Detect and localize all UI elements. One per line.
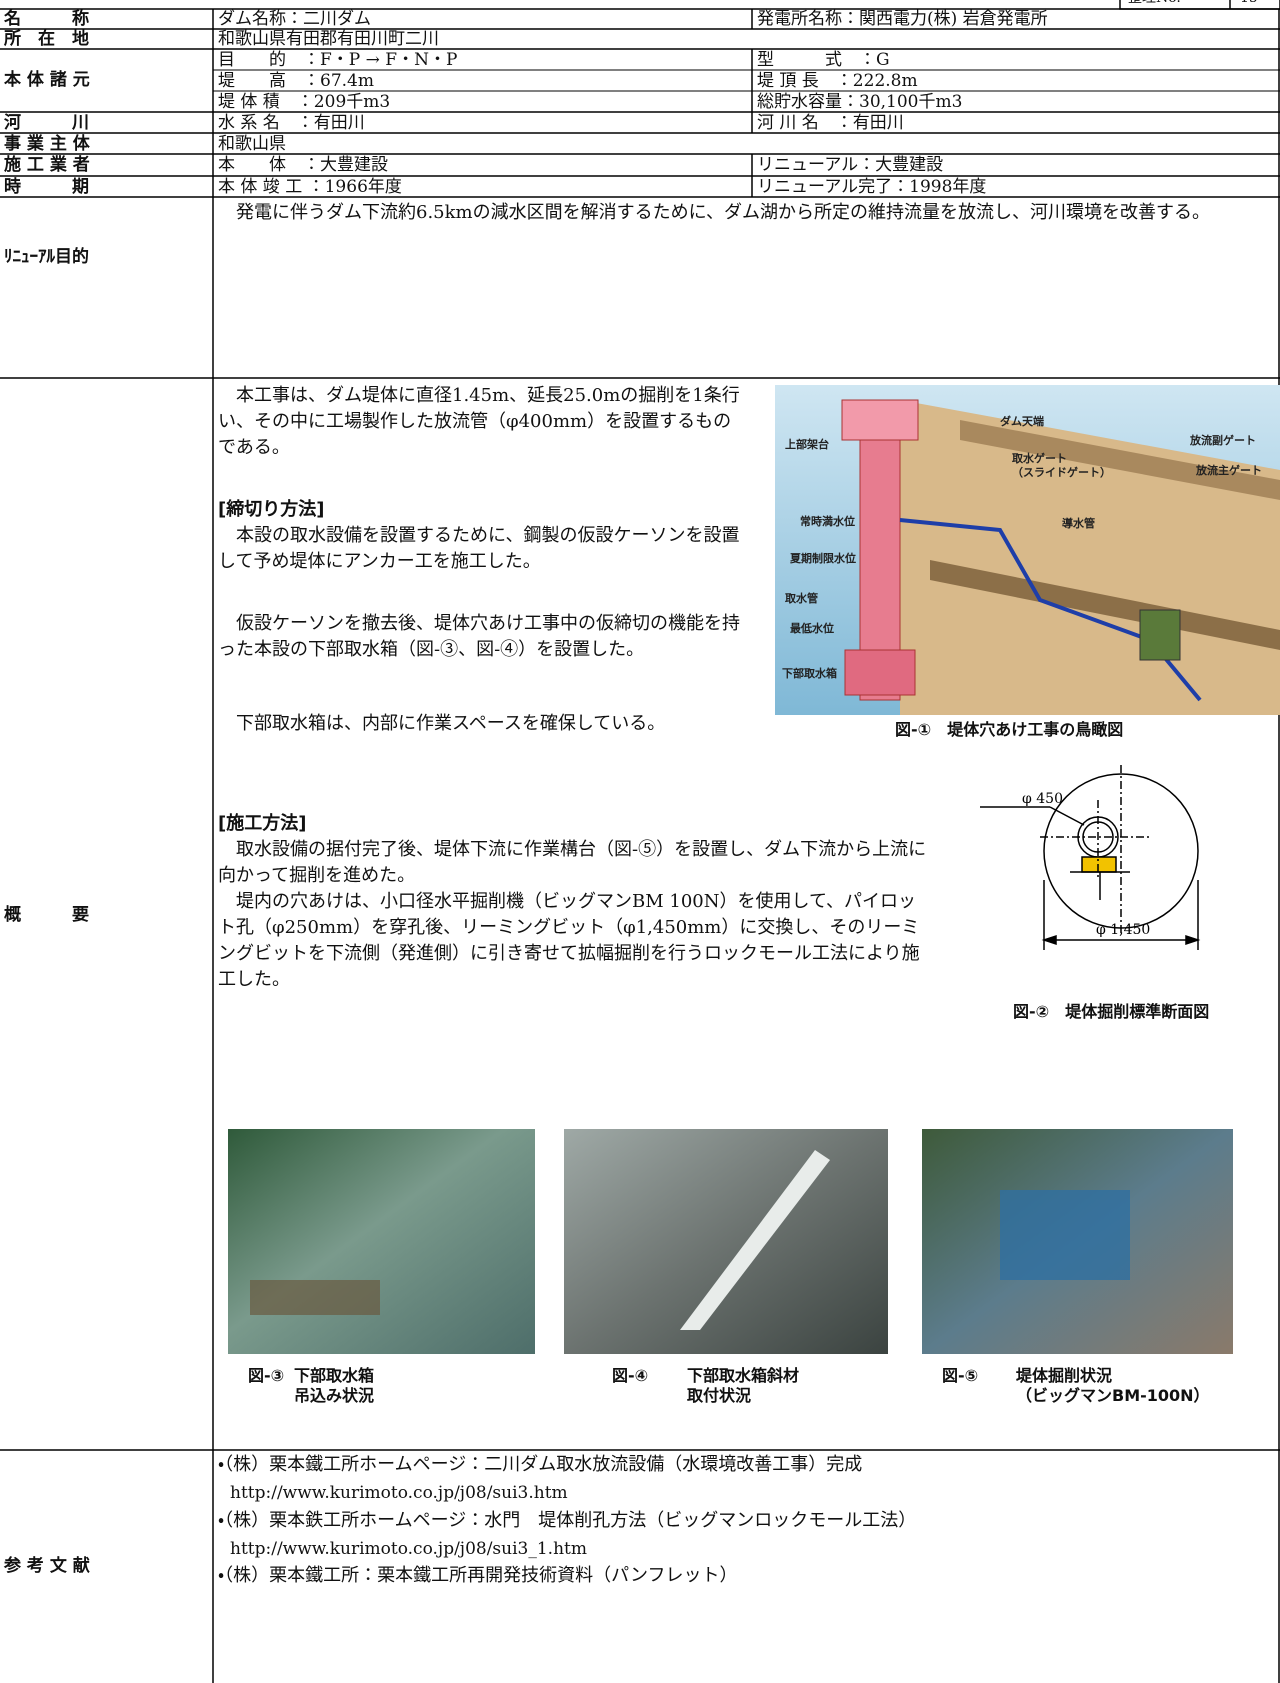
reference: ・（株）栗本鐵工所：栗本鐵工所再開発技術資料（パンフレット） bbox=[218, 1565, 738, 1586]
fig-label: 最低水位 bbox=[790, 621, 834, 635]
cell: 堤 頂 長 ：222.8m bbox=[757, 71, 918, 91]
paragraph: 下部取水箱は、内部に作業スペースを確保している。 bbox=[218, 713, 666, 734]
fig-label: ダム天端 bbox=[1000, 414, 1044, 428]
reference-url: http://www.kurimoto.co.jp/j08/sui3.htm bbox=[230, 1483, 568, 1503]
row-label: 施 工 業 者 bbox=[4, 155, 90, 175]
photo bbox=[228, 1129, 535, 1354]
paragraph: 仮設ケーソンを撤去後、堤体穴あけ工事中の仮締切の機能を持った本設の下部取水箱（図… bbox=[218, 613, 740, 660]
row-label: 所 在 地 bbox=[4, 29, 89, 49]
photo-caption: 下部取水箱 bbox=[294, 1366, 375, 1385]
fig-label: 下部取水箱 bbox=[782, 666, 837, 680]
cell: 河 川 名 ：有田川 bbox=[757, 113, 904, 133]
fig-label: 放流副ゲート bbox=[1189, 433, 1256, 447]
row-label: 名 称 bbox=[4, 9, 89, 29]
paragraph: 発電に伴うダム下流約6.5kmの減水区間を解消するために、ダム湖から所定の維持流… bbox=[218, 202, 1211, 223]
row-label: 本 体 諸 元 bbox=[4, 70, 90, 90]
fig1-illustration bbox=[775, 385, 1280, 715]
reference: ・（株）栗本鉄工所ホームページ：水門 堤体削孔方法（ビッグマンロックモール工法） bbox=[218, 1510, 917, 1531]
row-label: ﾘﾆｭｰｱﾙ目的 bbox=[4, 247, 89, 267]
fig-label: 夏期制限水位 bbox=[790, 551, 856, 565]
photo-caption: 吊込み状況 bbox=[294, 1386, 375, 1405]
cell: リニューアル完了：1998年度 bbox=[757, 177, 987, 197]
cell: 水 系 名 ：有田川 bbox=[218, 113, 365, 133]
photo-caption: 下部取水箱斜材 bbox=[687, 1366, 800, 1385]
fig-label: 常時満水位 bbox=[800, 514, 855, 528]
cell: 本 体 竣 工 ：1966年度 bbox=[218, 177, 402, 197]
header-label: 整理No. bbox=[1128, 0, 1181, 8]
section-heading: [施工方法] bbox=[218, 813, 307, 834]
row-label: 時 期 bbox=[4, 177, 89, 197]
photo-detail bbox=[1000, 1190, 1130, 1280]
cell: 和歌山県 bbox=[218, 134, 286, 154]
cell: 発電所名称：関西電力(株) 岩倉発電所 bbox=[757, 9, 1048, 29]
photo-number: 図-③ bbox=[248, 1366, 285, 1385]
photo-caption: 取付状況 bbox=[687, 1386, 752, 1405]
dimension-label: φ 1,450 bbox=[1096, 922, 1150, 938]
fig2-drawing bbox=[980, 765, 1201, 950]
cell: ダム名称：二川ダム bbox=[218, 9, 371, 29]
cell: 本 体 ：大豊建設 bbox=[218, 155, 388, 175]
row-label: 事 業 主 体 bbox=[4, 134, 90, 154]
photo bbox=[564, 1129, 888, 1354]
cell: 目 的 ：F・P → F・N・P bbox=[218, 50, 458, 70]
paragraph: 堤内の穴あけは、小口径水平掘削機（ビッグマンBM 100N）を使用して、パイロッ… bbox=[218, 891, 920, 990]
paragraph: 取水設備の据付完了後、堤体下流に作業構台（図-⑤）を設置し、ダム下流から上流に向… bbox=[218, 839, 927, 886]
cell: 型 式 ：G bbox=[757, 50, 890, 70]
photo-caption: （ビッグマンBM-100N） bbox=[1016, 1386, 1210, 1405]
fig-label: 取水ゲート bbox=[1012, 451, 1067, 465]
reference: ・（株）栗本鐵工所ホームページ：二川ダム取水放流設備（水環境改善工事）完成 bbox=[218, 1454, 863, 1475]
fig1-labels: ダム天端 上部架台 取水ゲート （スライドゲート） 放流副ゲート 放流主ゲート … bbox=[782, 414, 1262, 680]
section-heading: [締切り方法] bbox=[218, 499, 325, 520]
photo-number: 図-⑤ bbox=[942, 1366, 979, 1385]
cell: 和歌山県有田郡有田川町二川 bbox=[218, 29, 439, 49]
fig-label: （スライドゲート） bbox=[1012, 465, 1111, 479]
cell: リニューアル：大豊建設 bbox=[757, 155, 944, 175]
paragraph: 本工事は、ダム堤体に直径1.45m、延長25.0mの掘削を1条行い、その中に工場… bbox=[218, 385, 740, 458]
paragraph: 本設の取水設備を設置するために、鋼製の仮設ケーソンを設置して予め堤体にアンカー工… bbox=[218, 525, 740, 572]
row-label: 河 川 bbox=[4, 113, 89, 133]
figure-caption: 図-② 堤体掘削標準断面図 bbox=[1013, 1002, 1210, 1021]
reference-url: http://www.kurimoto.co.jp/j08/sui3_1.htm bbox=[230, 1539, 587, 1559]
fig-label: 導水管 bbox=[1062, 516, 1095, 530]
cell: 堤 体 積 ：209千m3 bbox=[218, 92, 391, 112]
fig-label: 上部架台 bbox=[785, 437, 829, 451]
fig-label: 取水管 bbox=[785, 591, 818, 605]
row-label: 参 考 文 献 bbox=[4, 1556, 90, 1576]
photo-detail bbox=[680, 1150, 830, 1330]
figure-caption: 図-① 堤体穴あけ工事の鳥瞰図 bbox=[895, 720, 1124, 739]
photo-caption: 堤体掘削状況 bbox=[1016, 1366, 1113, 1385]
photo-number: 図-④ bbox=[612, 1366, 649, 1385]
dimension-label: φ 450 bbox=[1022, 791, 1063, 807]
cell: 堤 高 ：67.4m bbox=[218, 71, 374, 91]
fig-label: 放流主ゲート bbox=[1195, 463, 1262, 477]
photo-detail bbox=[250, 1280, 380, 1315]
cell: 総貯水容量：30,100千m3 bbox=[757, 92, 963, 112]
header-number: 15 bbox=[1240, 0, 1258, 8]
row-label: 概 要 bbox=[4, 905, 89, 925]
